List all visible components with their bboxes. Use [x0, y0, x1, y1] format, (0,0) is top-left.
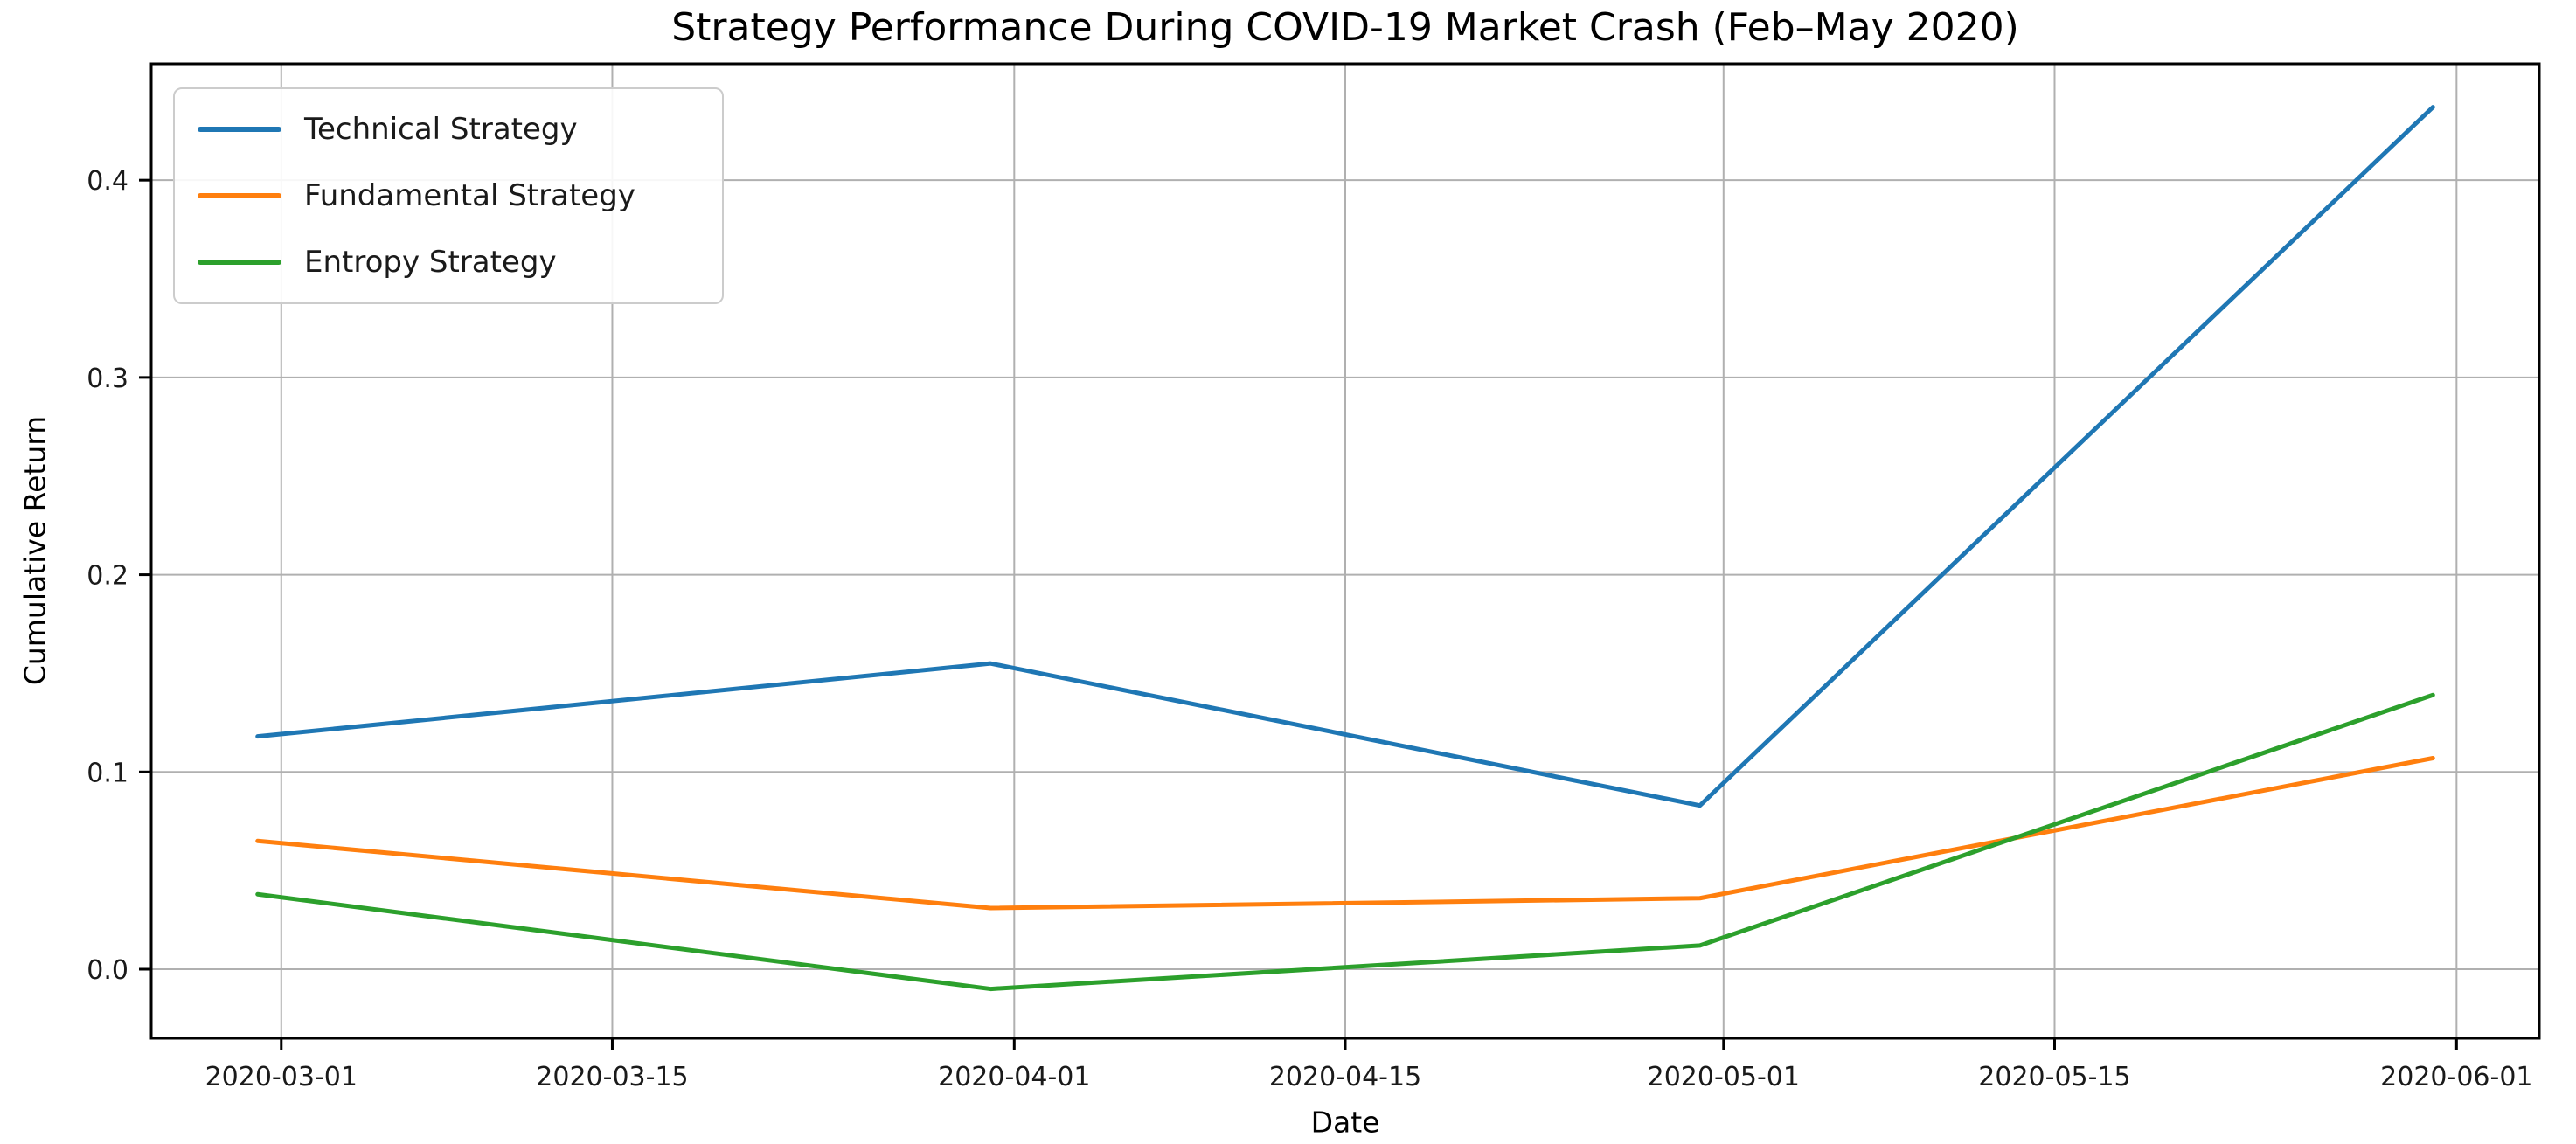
series-line-entropy-strategy — [255, 692, 2435, 992]
x-tick-label: 2020-05-15 — [1978, 1062, 2130, 1092]
y-tick-label: 0.0 — [87, 955, 128, 986]
legend-label-fundamental: Fundamental Strategy — [304, 178, 635, 213]
legend: Technical Strategy Fundamental Strategy … — [173, 87, 724, 304]
chart-title: Strategy Performance During COVID-19 Mar… — [671, 5, 2019, 50]
legend-line-technical-icon — [198, 127, 281, 132]
legend-label-entropy: Entropy Strategy — [304, 245, 557, 280]
legend-item-technical: Technical Strategy — [198, 112, 705, 147]
x-tick-label: 2020-04-01 — [938, 1062, 1090, 1092]
x-tick-label: 2020-04-15 — [1269, 1062, 1421, 1092]
legend-item-entropy: Entropy Strategy — [198, 245, 705, 280]
legend-item-fundamental: Fundamental Strategy — [198, 178, 705, 213]
series-line-technical-strategy — [255, 105, 2435, 808]
y-tick-label: 0.4 — [87, 166, 128, 197]
y-tick-label: 0.1 — [87, 758, 128, 788]
legend-label-technical: Technical Strategy — [304, 112, 578, 147]
y-tick-label: 0.3 — [87, 364, 128, 394]
x-tick-label: 2020-03-01 — [205, 1062, 358, 1092]
x-tick-label: 2020-05-01 — [1648, 1062, 1800, 1092]
x-tick-label: 2020-06-01 — [2380, 1062, 2532, 1092]
plot-frame — [149, 62, 2541, 1040]
x-tick-label: 2020-03-15 — [536, 1062, 688, 1092]
y-tick-label: 0.2 — [87, 561, 128, 592]
legend-line-fundamental-icon — [198, 193, 281, 198]
series-line-fundamental-strategy — [255, 755, 2435, 911]
x-axis-label: Date — [1310, 1105, 1380, 1140]
legend-line-entropy-icon — [198, 260, 281, 265]
